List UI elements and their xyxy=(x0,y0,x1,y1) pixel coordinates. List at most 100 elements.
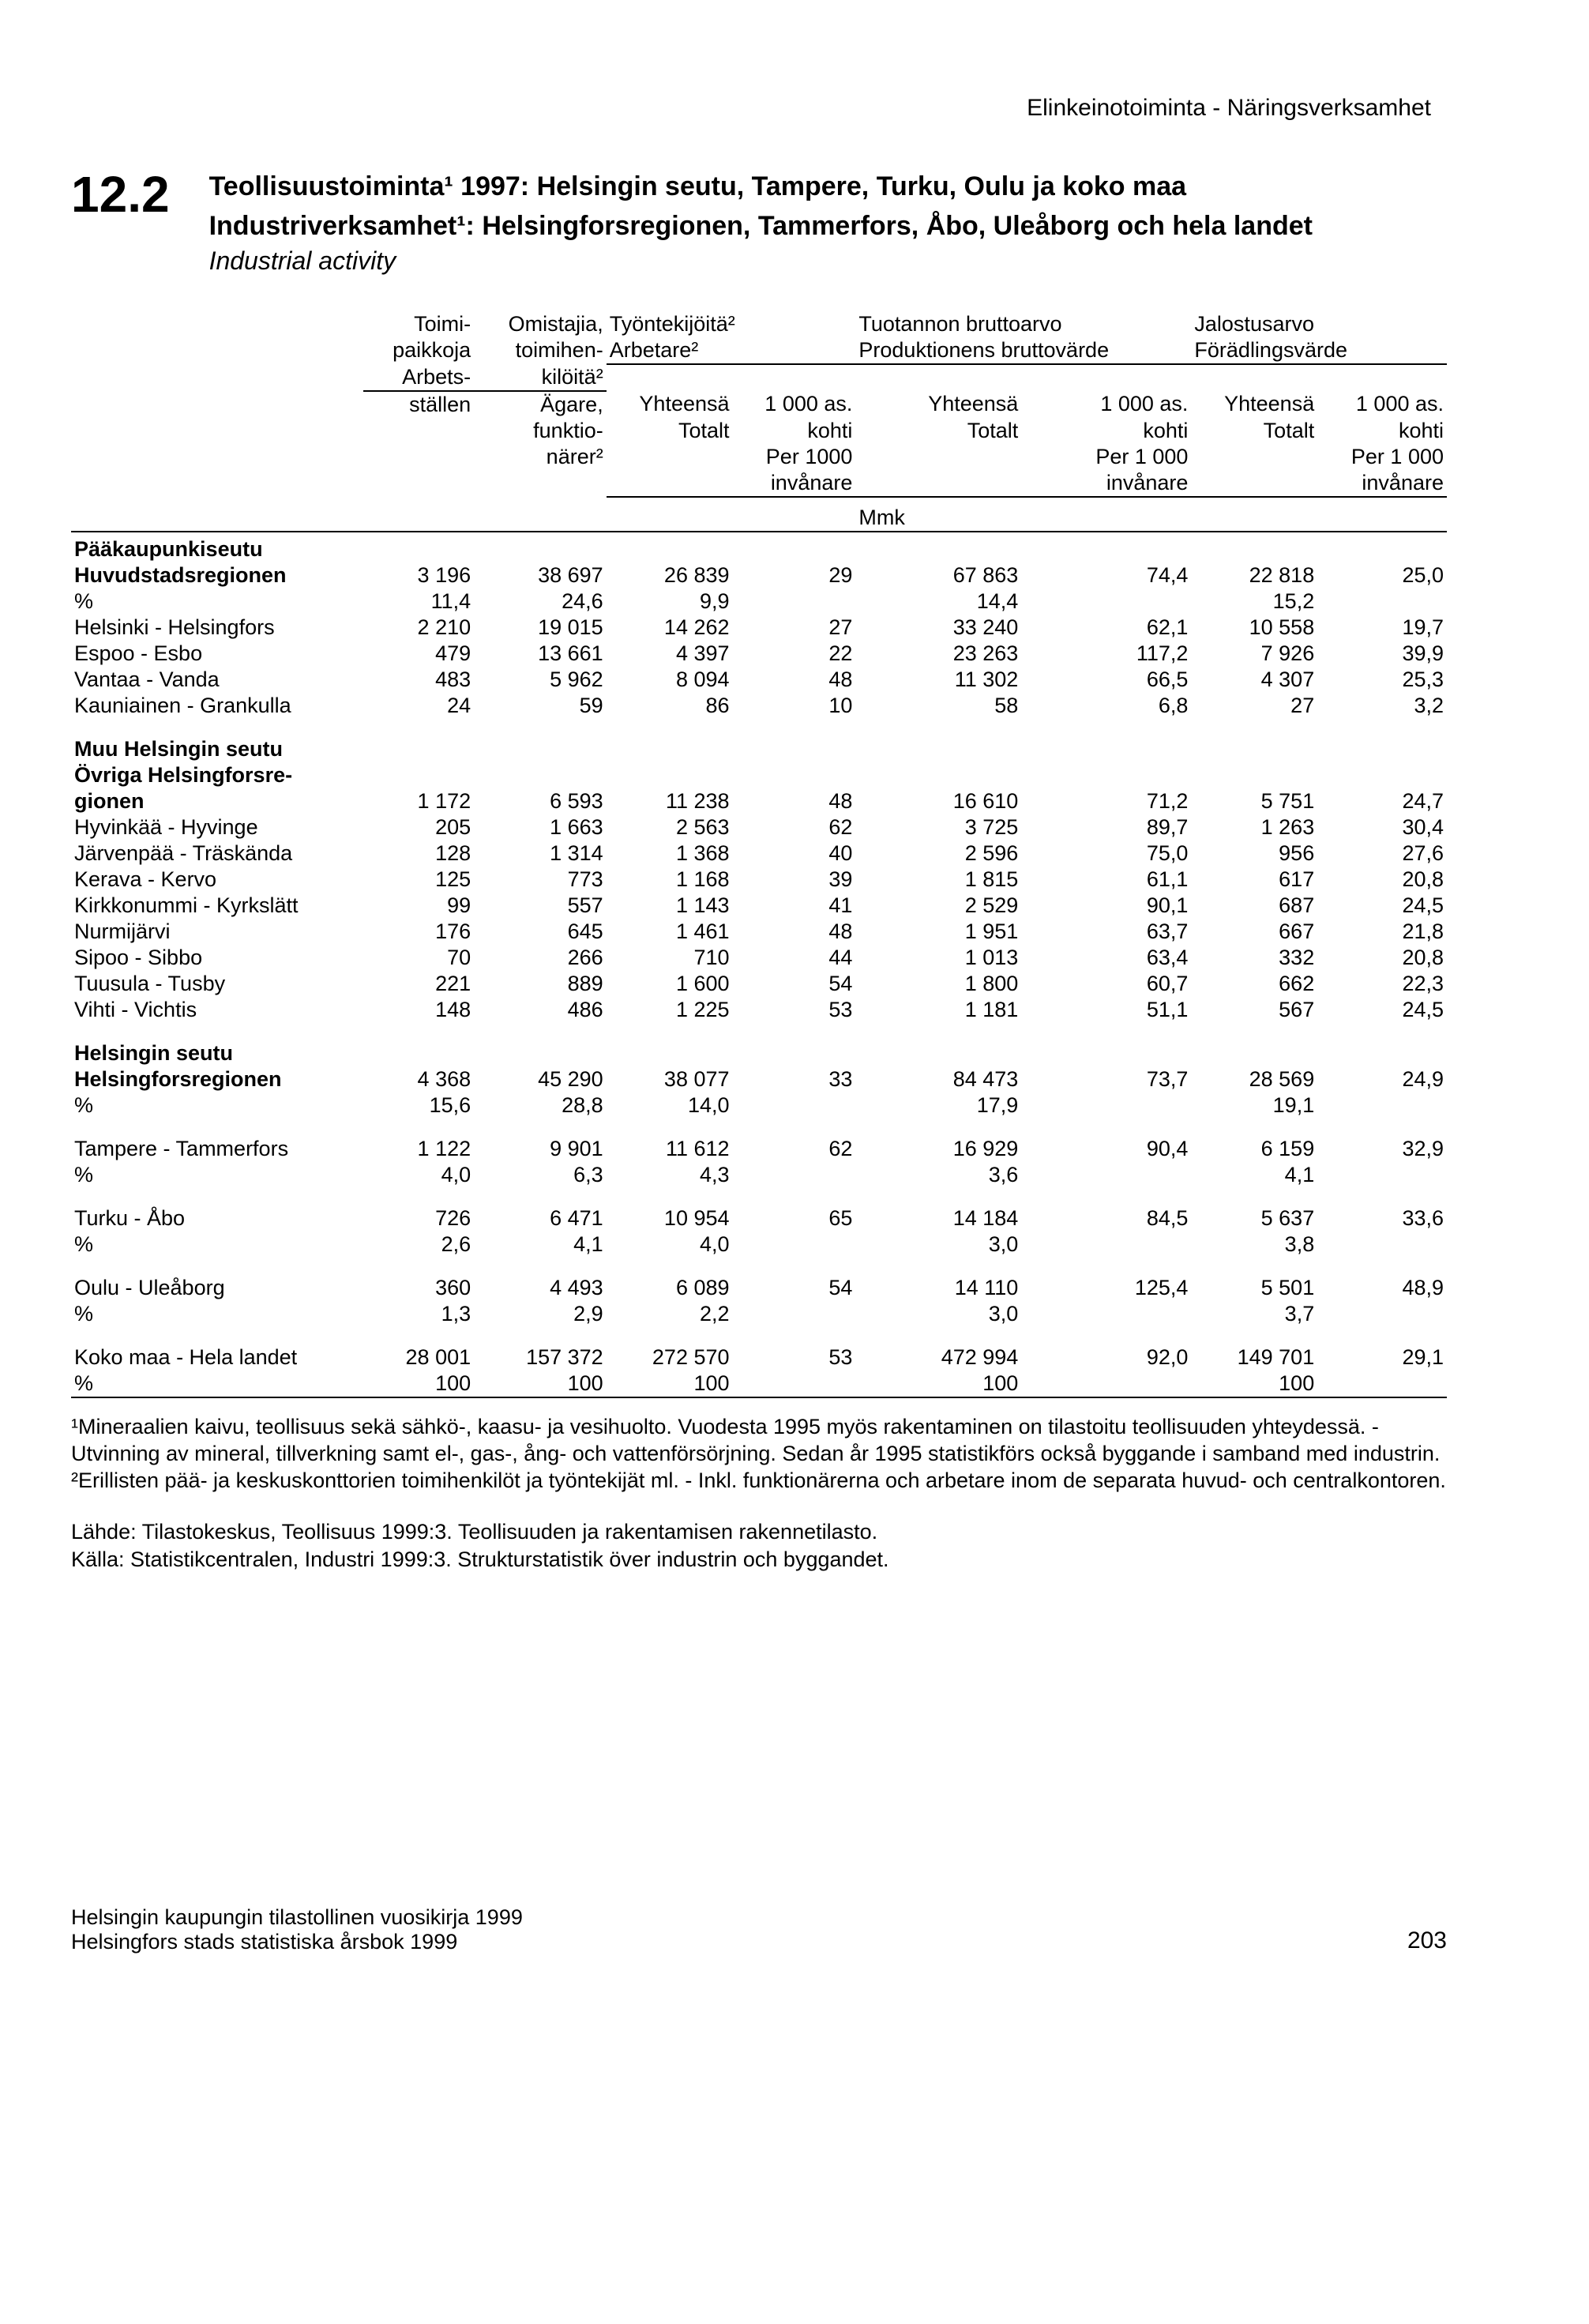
cell: 24 xyxy=(363,693,474,719)
cell xyxy=(1021,536,1191,562)
table-row: %100100100100100 xyxy=(71,1371,1447,1397)
table-row: Järvenpää - Träskända1281 3141 368402 59… xyxy=(71,840,1447,867)
cell: 472 994 xyxy=(855,1344,1021,1371)
table-row xyxy=(71,1258,1447,1275)
cell: 92,0 xyxy=(1021,1344,1191,1371)
cell xyxy=(733,1092,856,1119)
cell: 726 xyxy=(363,1205,474,1232)
cell xyxy=(1021,1301,1191,1327)
footer-line1: Helsingin kaupungin tilastollinen vuosik… xyxy=(71,1905,523,1930)
cell: 22 xyxy=(733,641,856,667)
cell: 11 612 xyxy=(607,1136,733,1162)
cell: 1 263 xyxy=(1191,814,1317,840)
cell: 617 xyxy=(1191,867,1317,893)
cell: 27 xyxy=(733,615,856,641)
cell xyxy=(1021,589,1191,615)
cell: 3 725 xyxy=(855,814,1021,840)
cell: 14 262 xyxy=(607,615,733,641)
cell: 45 290 xyxy=(474,1066,607,1092)
cell: 16 610 xyxy=(855,788,1021,814)
cell: 28 569 xyxy=(1191,1066,1317,1092)
cell: 10 954 xyxy=(607,1205,733,1232)
cell: 1 013 xyxy=(855,945,1021,971)
cell: 20,8 xyxy=(1317,867,1447,893)
cell xyxy=(1317,1040,1447,1066)
cell: 3 196 xyxy=(363,562,474,589)
sub-per-2b: kohti xyxy=(1021,418,1191,444)
group-workers-sv: Arbetare² xyxy=(607,337,856,364)
cell: 58 xyxy=(855,693,1021,719)
row-label: Hyvinkää - Hyvinge xyxy=(71,814,363,840)
unit-mmk: Mmk xyxy=(855,497,1021,532)
col1-line2: paikkoja xyxy=(363,337,474,364)
table-row: Muu Helsingin seutu xyxy=(71,736,1447,762)
group-valueadd-sv: Förädlingsvärde xyxy=(1191,337,1447,364)
cell: 86 xyxy=(607,693,733,719)
group-valueadd: Jalostusarvo xyxy=(1191,307,1447,337)
cell: 4,0 xyxy=(363,1162,474,1188)
table-header: Toimi- Omistajia, Työntekijöitä² Tuotann… xyxy=(71,307,1447,536)
cell: 75,0 xyxy=(1021,840,1191,867)
col2-line2: toimihen- xyxy=(474,337,607,364)
cell: 10 xyxy=(733,693,856,719)
col2-line4: Ägare, xyxy=(474,391,607,418)
cell: 73,7 xyxy=(1021,1066,1191,1092)
sub-per-1c: Per 1000 xyxy=(733,444,856,470)
cell: 8 094 xyxy=(607,667,733,693)
row-label: Järvenpää - Träskända xyxy=(71,840,363,867)
cell: 27,6 xyxy=(1317,840,1447,867)
col2-line5: funktio- xyxy=(474,418,607,444)
cell xyxy=(363,736,474,762)
cell xyxy=(1021,762,1191,788)
table-row: Hyvinkää - Hyvinge2051 6632 563623 72589… xyxy=(71,814,1447,840)
cell: 38 697 xyxy=(474,562,607,589)
cell: 687 xyxy=(1191,893,1317,919)
cell: 63,4 xyxy=(1021,945,1191,971)
cell: 24,5 xyxy=(1317,997,1447,1023)
cell: 53 xyxy=(733,1344,856,1371)
cell: 25,0 xyxy=(1317,562,1447,589)
cell: 99 xyxy=(363,893,474,919)
table-row: Nurmijärvi1766451 461481 95163,766721,8 xyxy=(71,919,1447,945)
title-row: 12.2 Teollisuustoiminta¹ 1997: Helsingin… xyxy=(71,169,1447,276)
cell: 21,8 xyxy=(1317,919,1447,945)
cell: 1 815 xyxy=(855,867,1021,893)
cell: 332 xyxy=(1191,945,1317,971)
cell: 1 800 xyxy=(855,971,1021,997)
cell: 667 xyxy=(1191,919,1317,945)
sub-per-1d: invånare xyxy=(733,470,856,497)
cell: 62,1 xyxy=(1021,615,1191,641)
cell: 30,4 xyxy=(1317,814,1447,840)
cell xyxy=(1317,536,1447,562)
row-label: Tampere - Tammerfors xyxy=(71,1136,363,1162)
row-label: % xyxy=(71,1232,363,1258)
table-row: Övriga Helsingforsre- xyxy=(71,762,1447,788)
cell: 70 xyxy=(363,945,474,971)
sub-tot-2: Yhteensä xyxy=(855,391,1021,418)
cell: 176 xyxy=(363,919,474,945)
cell: 29 xyxy=(733,562,856,589)
cell: 1 172 xyxy=(363,788,474,814)
table-row: %1,32,92,23,03,7 xyxy=(71,1301,1447,1327)
cell: 6 089 xyxy=(607,1275,733,1301)
cell xyxy=(607,536,733,562)
row-label: % xyxy=(71,1162,363,1188)
title-english: Industrial activity xyxy=(209,246,1447,276)
cell: 67 863 xyxy=(855,562,1021,589)
cell: 6 159 xyxy=(1191,1136,1317,1162)
cell: 125 xyxy=(363,867,474,893)
cell: 889 xyxy=(474,971,607,997)
cell: 23 263 xyxy=(855,641,1021,667)
cell: 2,9 xyxy=(474,1301,607,1327)
cell: 29,1 xyxy=(1317,1344,1447,1371)
table-row: Tuusula - Tusby2218891 600541 80060,7662… xyxy=(71,971,1447,997)
cell xyxy=(1317,762,1447,788)
cell xyxy=(607,762,733,788)
cell: 32,9 xyxy=(1317,1136,1447,1162)
table-row: Huvudstadsregionen3 19638 69726 8392967 … xyxy=(71,562,1447,589)
cell: 1 663 xyxy=(474,814,607,840)
cell: 360 xyxy=(363,1275,474,1301)
row-label: Kauniainen - Grankulla xyxy=(71,693,363,719)
cell: 1 122 xyxy=(363,1136,474,1162)
table-row: Helsingin seutu xyxy=(71,1040,1447,1066)
